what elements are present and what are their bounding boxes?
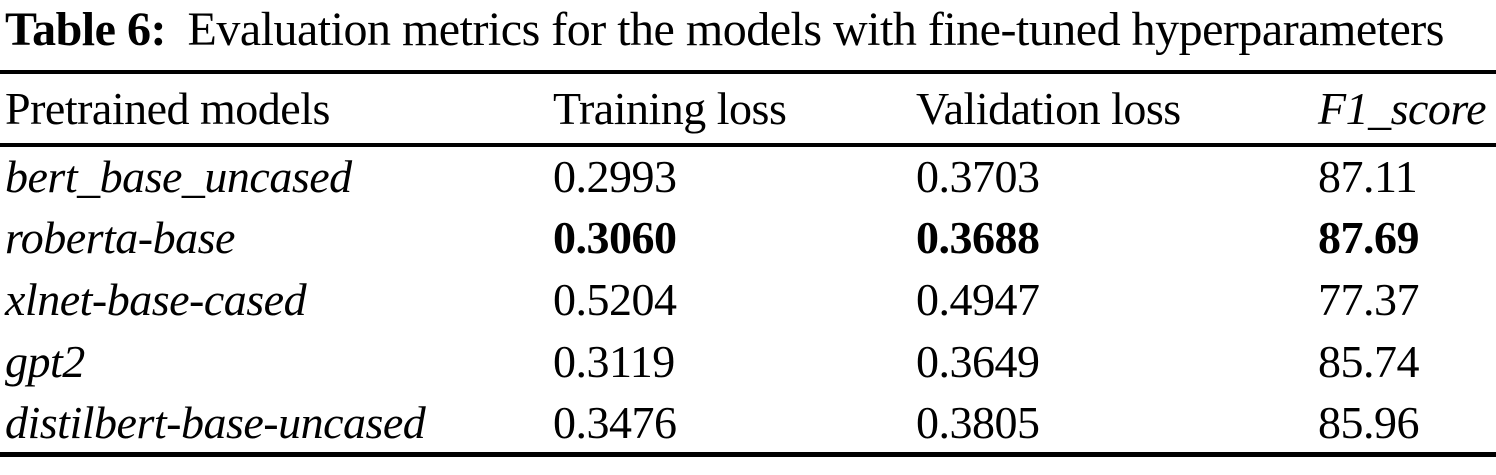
metrics-table: Pretrained models Training loss Validati…: [0, 69, 1496, 458]
table-caption: Table 6: Evaluation metrics for the model…: [0, 0, 1496, 57]
f1-score-cell: 87.11: [1318, 151, 1418, 203]
f1-score-cell: 85.74: [1318, 336, 1420, 388]
f1-score-cell: 87.69: [1318, 212, 1420, 264]
model-name-cell: bert_base_uncased: [5, 151, 352, 203]
validation-loss-cell: 0.4947: [916, 274, 1040, 326]
table-row: bert_base_uncased 0.2993 0.3703 87.11: [0, 145, 1496, 207]
validation-loss-cell: 0.3688: [916, 212, 1040, 264]
col-header-pretrained-models: Pretrained models: [0, 71, 553, 147]
table-row: xlnet-base-cased 0.5204 0.4947 77.37: [0, 269, 1496, 331]
table-body: bert_base_uncased 0.2993 0.3703 87.11 robert…: [0, 145, 1496, 455]
table-figure: Table 6: Evaluation metrics for the model…: [0, 0, 1496, 458]
training-loss-cell: 0.3476: [553, 397, 677, 449]
caption-text: Evaluation metrics for the models with f…: [187, 3, 1445, 56]
model-name-cell: distilbert-base-uncased: [5, 397, 426, 449]
training-loss-cell: 0.5204: [553, 274, 677, 326]
training-loss-cell: 0.2993: [553, 151, 677, 203]
table-row: roberta-base 0.3060 0.3688 87.69: [0, 207, 1496, 269]
model-name-cell: roberta-base: [5, 212, 235, 264]
table-row: gpt2 0.3119 0.3649 85.74: [0, 331, 1496, 393]
col-header-f1-score: F1_score: [1318, 71, 1496, 147]
training-loss-cell: 0.3060: [553, 212, 677, 264]
col-header-training-loss: Training loss: [553, 71, 916, 147]
model-name-cell: xlnet-base-cased: [5, 274, 307, 326]
caption-label: Table 6:: [5, 3, 166, 56]
validation-loss-cell: 0.3649: [916, 336, 1040, 388]
header-row: Pretrained models Training loss Validati…: [0, 71, 1496, 147]
model-name-cell: gpt2: [5, 336, 85, 388]
f1-score-cell: 85.96: [1318, 397, 1420, 449]
training-loss-cell: 0.3119: [553, 336, 675, 388]
table-row: distilbert-base-uncased 0.3476 0.3805 85.96: [0, 393, 1496, 455]
validation-loss-cell: 0.3805: [916, 397, 1040, 449]
f1-score-cell: 77.37: [1318, 274, 1420, 326]
col-header-validation-loss: Validation loss: [916, 71, 1318, 147]
validation-loss-cell: 0.3703: [916, 151, 1040, 203]
